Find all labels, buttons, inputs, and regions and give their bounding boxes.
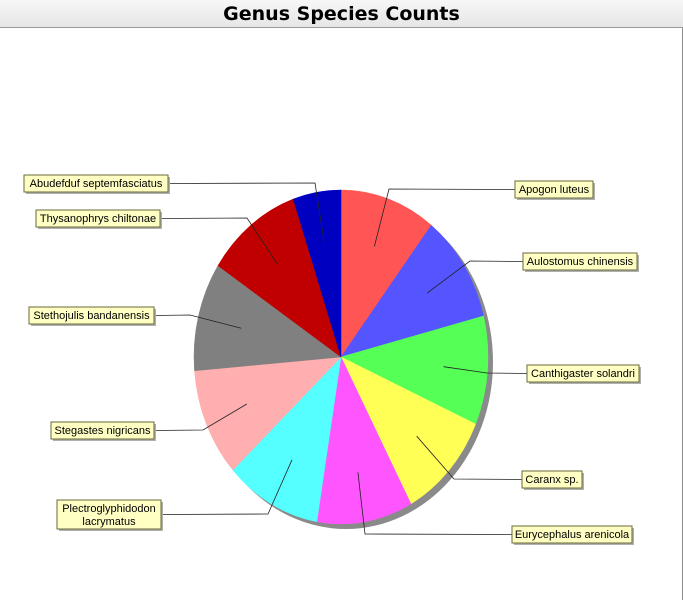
slice-label-text-3: Caranx sp. [525,474,578,486]
slice-label-4: Eurycephalus arenicola [511,525,634,545]
slice-label-3: Caranx sp. [521,470,584,490]
leader-line-8 [159,217,279,265]
label-box-6 [50,421,155,440]
leader-line-1 [426,260,524,294]
pie-slice-7 [193,265,342,372]
label-box-2 [526,364,640,383]
slice-label-text-9: Abudefduf septemfasciatus [30,178,163,190]
pie-slice-4 [316,356,412,525]
slice-label-2: Canthigaster solandri [526,364,641,384]
leader-line-6 [153,403,248,431]
leader-line-9 [167,182,325,242]
pie-slice-8 [217,198,342,358]
leader-line-0 [374,188,516,247]
slice-label-text-8: Thysanophrys chiltonae [40,213,156,225]
label-box-8 [35,209,161,228]
slice-label-text-7: Stethojulis bandanensis [33,310,150,322]
slice-label-8: Thysanophrys chiltonae [35,209,162,229]
leader-line-4 [357,472,513,535]
slice-label-text-1: Aulostomus chinensis [527,256,634,268]
label-box-3 [521,470,583,489]
slice-label-9: Abudefduf septemfasciatus [23,174,170,194]
slice-label-text-2: Canthigaster solandri [531,368,635,380]
pie-slice-2 [340,315,489,425]
slice-label-0: Apogon luteus [514,180,595,200]
slice-label-7: Stethojulis bandanensis [28,306,156,326]
leader-line-2 [443,366,528,374]
pie-slice-0 [340,189,432,358]
slice-label-text-5: Plectroglyphidodon lacrymatus [62,503,156,528]
pie-slice-6 [194,356,342,471]
pie-slice-5 [232,356,342,523]
slice-label-6: Stegastes nigricans [50,421,156,441]
label-box-1 [522,252,638,271]
chart-title: Genus Species Counts [0,0,683,28]
leader-line-7 [153,314,242,329]
label-box-5 [56,499,162,530]
slice-label-text-6: Stegastes nigricans [55,425,151,437]
label-box-7 [28,306,155,325]
leader-line-3 [416,435,523,480]
label-box-4 [511,525,633,544]
slice-label-text-4: Eurycephalus arenicola [515,529,630,541]
slice-label-5: Plectroglyphidodon lacrymatus [56,499,163,531]
pie-slice-3 [340,356,476,505]
slice-label-text-0: Apogon luteus [519,184,590,196]
label-box-0 [514,180,594,199]
leader-line-5 [160,459,293,515]
slice-label-1: Aulostomus chinensis [522,252,639,272]
label-box-9 [23,174,169,193]
